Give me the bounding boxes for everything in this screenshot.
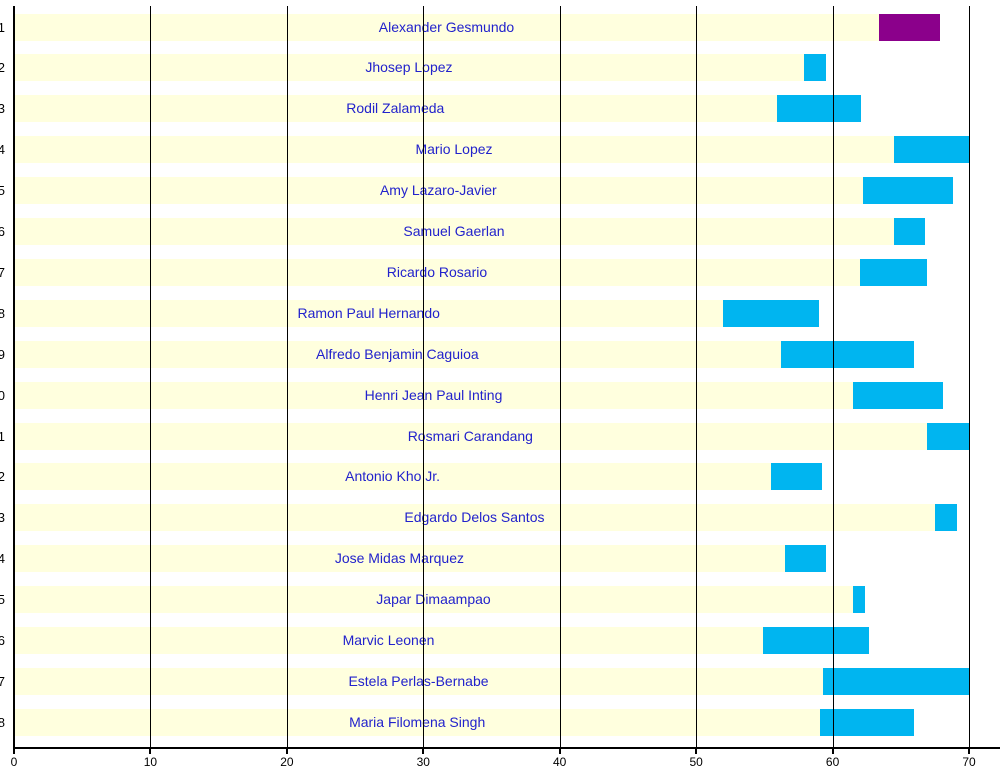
gantt-bar (776, 95, 862, 123)
gantt-bar (784, 545, 826, 573)
row-number: 5 (0, 183, 5, 199)
x-axis-tick (558, 747, 561, 754)
row-offset-band (14, 258, 860, 286)
row-number: 18 (0, 714, 5, 730)
justice-name-label: Estela Perlas-Bernabe (348, 672, 489, 689)
gantt-bar (780, 340, 915, 368)
gridline (832, 6, 834, 747)
x-axis-tick (13, 747, 15, 754)
gantt-bar (853, 586, 866, 614)
gridline (423, 6, 425, 747)
row-offset-band (14, 504, 935, 532)
row-number: 1 (0, 19, 5, 35)
gantt-bar (723, 299, 819, 327)
row-offset-band (14, 545, 785, 573)
x-axis-tick (831, 747, 834, 754)
x-axis-tick-label: 30 (416, 755, 430, 769)
x-axis-tick (285, 747, 288, 754)
justice-name-label: Ramon Paul Hernando (297, 304, 440, 321)
row-offset-band (14, 381, 853, 409)
gantt-bar (879, 13, 941, 41)
row-number: 14 (0, 551, 5, 567)
x-axis-tick-label: 10 (143, 755, 158, 769)
row-offset-band (14, 627, 763, 654)
gantt-bar (934, 504, 957, 532)
gridline (559, 6, 561, 747)
gantt-bar (853, 381, 943, 409)
row-number: 4 (0, 142, 5, 158)
justice-name-label: Antonio Kho Jr. (345, 468, 441, 485)
row-number: 15 (0, 592, 5, 608)
row-number: 7 (0, 264, 5, 280)
justice-name-label: Alexander Gesmundo (378, 18, 515, 35)
justice-name-label: Alfredo Benjamin Caguioa (316, 345, 479, 362)
row-number: 17 (0, 673, 5, 689)
row-number: 3 (0, 101, 5, 117)
justice-name-label: Marvic Leonen (342, 632, 435, 648)
x-axis-tick-label: 20 (280, 755, 294, 769)
row-offset-band (14, 586, 853, 614)
row-offset-band (14, 54, 804, 82)
row-number: 6 (0, 224, 5, 239)
gridline (969, 6, 970, 747)
justice-name-label: Maria Filomena Singh (349, 713, 486, 730)
row-offset-band (14, 218, 894, 245)
gantt-bar (820, 708, 915, 736)
gridline (286, 6, 288, 747)
gantt-bar (803, 54, 826, 82)
y-axis-line (13, 6, 15, 747)
justice-name-label: Jose Midas Marquez (334, 550, 464, 567)
justice-name-label: Japar Dimaampao (376, 591, 491, 608)
gantt-bar (771, 463, 822, 491)
row-number: 2 (0, 60, 5, 76)
gantt-bar (894, 218, 926, 245)
gantt-bar (894, 136, 969, 164)
row-offset-band (14, 422, 927, 450)
x-axis-tick (968, 747, 970, 754)
justice-name-label: Mario Lopez (415, 141, 493, 158)
justice-name-label: Amy Lazaro-Javier (379, 182, 497, 199)
row-offset-band (14, 95, 777, 123)
gridline (150, 6, 152, 747)
justice-name-label: Rodil Zalameda (346, 100, 445, 117)
row-offset-band (14, 708, 821, 736)
justice-name-label: Edgardo Delos Santos (404, 509, 545, 526)
row-offset-band (14, 177, 863, 205)
row-offset-band (14, 463, 772, 491)
justice-name-label: Ricardo Rosario (386, 263, 488, 280)
gantt-bar (763, 627, 870, 654)
x-axis-tick-label: 70 (962, 755, 976, 769)
row-offset-band (14, 13, 879, 41)
gantt-bar (862, 177, 953, 205)
x-axis-tick (149, 747, 152, 754)
x-axis-tick-label: 40 (553, 755, 567, 769)
x-axis-line (13, 747, 1000, 749)
gantt-bar (859, 258, 927, 286)
row-number: 11 (0, 428, 5, 444)
row-number: 13 (0, 510, 5, 526)
row-number: 16 (0, 633, 5, 648)
row-number: 10 (0, 387, 5, 403)
x-axis-tick-label: 50 (689, 755, 703, 769)
row-number: 8 (0, 305, 5, 321)
gantt-bar (926, 422, 969, 450)
gridline (696, 6, 698, 747)
x-axis-tick-label: 60 (825, 755, 840, 769)
row-offset-band (14, 340, 781, 368)
row-number: 12 (0, 469, 5, 485)
x-axis-tick (695, 747, 698, 754)
x-axis-tick-label: 0 (10, 755, 18, 769)
gantt-bar (823, 667, 969, 695)
x-axis-tick (422, 747, 425, 754)
row-number: 9 (0, 346, 5, 362)
justice-name-label: Henri Jean Paul Inting (364, 386, 503, 403)
row-offset-band (14, 667, 823, 695)
justice-name-label: Jhosep Lopez (365, 59, 453, 76)
justice-name-label: Samuel Gaerlan (403, 223, 505, 239)
row-offset-band (14, 136, 894, 164)
row-offset-band (14, 299, 724, 327)
justice-name-label: Rosmari Carandang (407, 427, 533, 444)
